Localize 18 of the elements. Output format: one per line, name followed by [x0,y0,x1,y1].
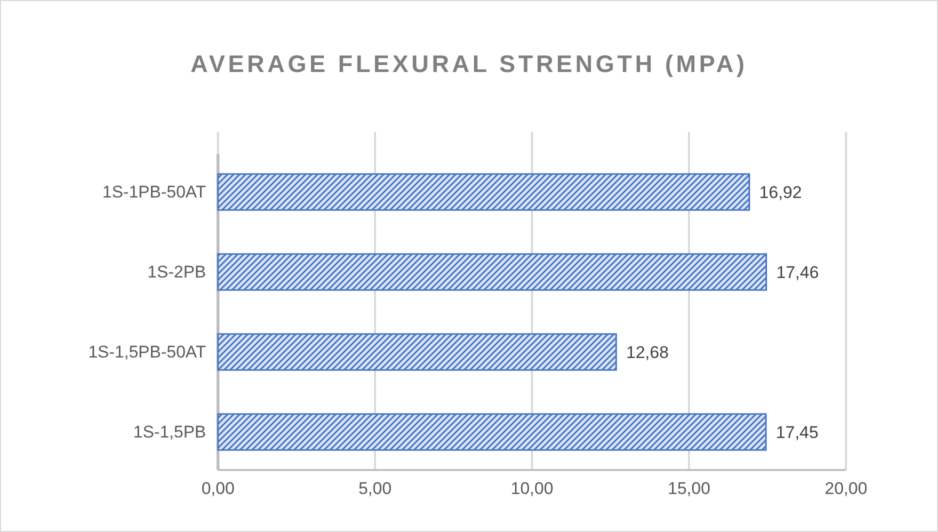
y-tick-label: 1S-1,5PB [133,422,206,442]
data-label: 16,92 [759,182,802,202]
y-tick-label: 1S-1PB-50AT [102,182,206,202]
x-tick-label: 20,00 [824,479,868,498]
bar [217,253,767,291]
x-tick-label: 10,00 [510,479,554,498]
bar [217,333,617,371]
y-tick-label: 1S-1,5PB-50AT [88,342,206,362]
data-label: 17,46 [776,262,819,282]
bar [217,173,750,211]
data-label: 12,68 [626,342,669,362]
data-label: 17,45 [776,422,818,442]
chart-title: AVERAGE FLEXURAL STRENGTH (MPA) [190,51,748,78]
bar [217,413,767,451]
x-tick-label: 15,00 [668,479,710,498]
x-tick-label: 5,00 [358,479,392,498]
y-tick-label: 1S-2PB [147,262,206,282]
x-tick-label: 0,00 [201,479,235,498]
